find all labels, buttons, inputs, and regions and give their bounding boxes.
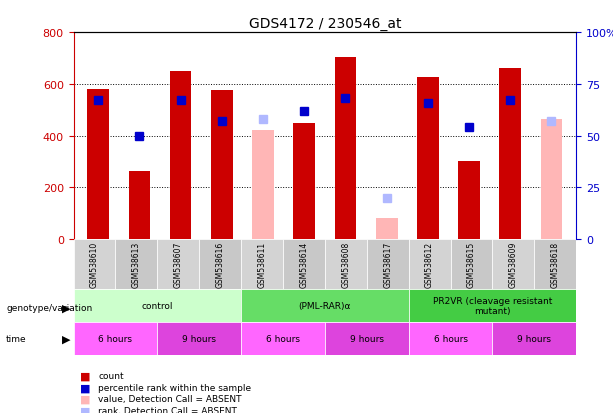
Text: GSM538612: GSM538612 [425, 241, 434, 287]
Bar [170, 72, 191, 240]
FancyBboxPatch shape [74, 240, 115, 289]
Text: value, Detection Call = ABSENT: value, Detection Call = ABSENT [98, 394, 242, 404]
Text: 9 hours: 9 hours [517, 334, 551, 343]
Text: GSM538616: GSM538616 [216, 241, 225, 287]
Text: ▶: ▶ [62, 334, 70, 344]
Text: rank, Detection Call = ABSENT: rank, Detection Call = ABSENT [98, 406, 237, 413]
FancyBboxPatch shape [115, 240, 158, 289]
FancyBboxPatch shape [535, 240, 576, 289]
Bar [129, 171, 150, 240]
Text: ▶: ▶ [62, 303, 70, 313]
Text: 6 hours: 6 hours [433, 334, 468, 343]
Text: GSM538617: GSM538617 [383, 241, 392, 287]
FancyBboxPatch shape [492, 240, 535, 289]
Text: GSM538614: GSM538614 [299, 241, 308, 287]
FancyBboxPatch shape [367, 240, 409, 289]
FancyBboxPatch shape [74, 289, 241, 322]
FancyBboxPatch shape [325, 322, 409, 355]
Text: time: time [6, 334, 27, 343]
Text: GSM538613: GSM538613 [132, 241, 141, 287]
FancyBboxPatch shape [158, 240, 199, 289]
FancyBboxPatch shape [74, 322, 158, 355]
Bar [253, 131, 274, 240]
Bar [500, 69, 521, 240]
Text: GSM538611: GSM538611 [257, 241, 267, 287]
Bar [541, 119, 562, 240]
Bar [335, 57, 356, 240]
Text: PR2VR (cleavage resistant
mutant): PR2VR (cleavage resistant mutant) [433, 296, 552, 315]
Bar [294, 123, 315, 240]
Bar [211, 90, 233, 240]
FancyBboxPatch shape [409, 289, 576, 322]
Text: 6 hours: 6 hours [99, 334, 132, 343]
FancyBboxPatch shape [241, 289, 409, 322]
Text: 9 hours: 9 hours [182, 334, 216, 343]
Text: percentile rank within the sample: percentile rank within the sample [98, 383, 251, 392]
FancyBboxPatch shape [409, 322, 492, 355]
Text: ■: ■ [80, 394, 90, 404]
Text: ■: ■ [80, 382, 90, 392]
Text: GSM538608: GSM538608 [341, 241, 351, 287]
FancyBboxPatch shape [241, 322, 325, 355]
Text: control: control [142, 301, 173, 310]
FancyBboxPatch shape [283, 240, 325, 289]
Text: GSM538615: GSM538615 [467, 241, 476, 287]
Bar [376, 219, 397, 240]
Text: 9 hours: 9 hours [350, 334, 384, 343]
Title: GDS4172 / 230546_at: GDS4172 / 230546_at [249, 17, 401, 31]
Text: genotype/variation: genotype/variation [6, 303, 93, 312]
Text: 6 hours: 6 hours [266, 334, 300, 343]
Text: count: count [98, 371, 124, 380]
Text: GSM538607: GSM538607 [173, 241, 183, 287]
FancyBboxPatch shape [241, 240, 283, 289]
Text: GSM538618: GSM538618 [550, 241, 560, 287]
Text: ■: ■ [80, 406, 90, 413]
FancyBboxPatch shape [409, 240, 451, 289]
Bar [417, 78, 439, 240]
Text: ■: ■ [80, 371, 90, 381]
Text: (PML-RAR)α: (PML-RAR)α [299, 301, 351, 310]
FancyBboxPatch shape [451, 240, 492, 289]
Text: GSM538610: GSM538610 [90, 241, 99, 287]
Bar [459, 162, 480, 240]
FancyBboxPatch shape [158, 322, 241, 355]
FancyBboxPatch shape [199, 240, 241, 289]
Text: GSM538609: GSM538609 [509, 241, 518, 287]
Bar [88, 90, 109, 240]
FancyBboxPatch shape [325, 240, 367, 289]
FancyBboxPatch shape [492, 322, 576, 355]
